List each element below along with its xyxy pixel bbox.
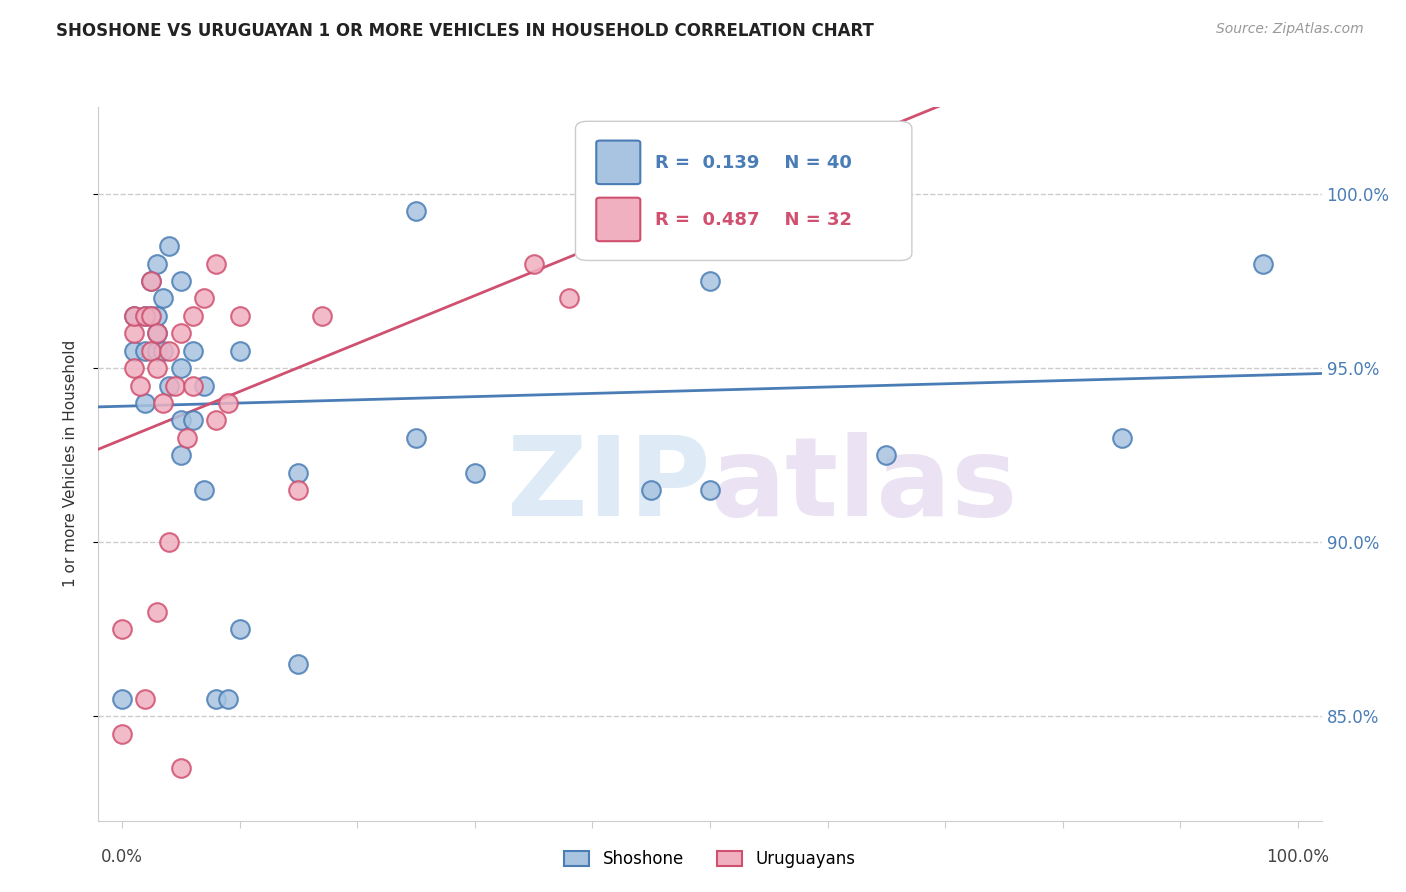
Point [152, 396, 174, 410]
Text: SHOSHONE VS URUGUAYAN 1 OR MORE VEHICLES IN HOUSEHOLD CORRELATION CHART: SHOSHONE VS URUGUAYAN 1 OR MORE VEHICLES… [56, 22, 875, 40]
Point [122, 326, 145, 341]
Point [157, 343, 180, 358]
Point [170, 274, 193, 288]
Point [217, 691, 239, 706]
Point [146, 605, 169, 619]
Point [287, 657, 309, 671]
Point [193, 292, 215, 306]
Point [134, 691, 156, 706]
Point [287, 483, 309, 497]
Point [146, 326, 169, 341]
Point [146, 343, 169, 358]
Point [405, 204, 427, 219]
Point [405, 431, 427, 445]
Point [1111, 431, 1133, 445]
Point [157, 535, 180, 549]
Text: R =  0.487    N = 32: R = 0.487 N = 32 [655, 211, 852, 228]
Point [152, 343, 174, 358]
Point [134, 309, 156, 323]
Text: ZIP: ZIP [506, 432, 710, 539]
Point [141, 309, 163, 323]
Point [111, 691, 134, 706]
Point [193, 378, 215, 392]
Point [170, 361, 193, 376]
Point [181, 343, 204, 358]
Point [205, 257, 228, 271]
Point [523, 257, 546, 271]
Point [111, 726, 134, 740]
Point [111, 622, 134, 636]
Point [640, 483, 662, 497]
Point [157, 239, 180, 253]
Point [228, 622, 250, 636]
Point [181, 378, 204, 392]
FancyBboxPatch shape [596, 141, 640, 184]
Point [134, 343, 156, 358]
Point [128, 378, 150, 392]
Point [152, 292, 174, 306]
Point [1251, 257, 1274, 271]
Text: R =  0.139    N = 40: R = 0.139 N = 40 [655, 153, 852, 171]
Point [205, 413, 228, 427]
Point [163, 378, 186, 392]
Point [181, 309, 204, 323]
Point [558, 292, 581, 306]
Point [122, 343, 145, 358]
Point [170, 413, 193, 427]
FancyBboxPatch shape [575, 121, 912, 260]
Point [205, 691, 228, 706]
Point [228, 309, 250, 323]
Point [146, 309, 169, 323]
Text: 0.0%: 0.0% [101, 848, 143, 866]
Point [287, 466, 309, 480]
Point [193, 483, 215, 497]
Point [176, 431, 198, 445]
Point [134, 396, 156, 410]
Point [122, 309, 145, 323]
Point [146, 326, 169, 341]
Point [875, 448, 897, 462]
Point [141, 343, 163, 358]
Text: 100.0%: 100.0% [1267, 848, 1330, 866]
Point [699, 274, 721, 288]
Point [217, 396, 239, 410]
Point [146, 361, 169, 376]
Point [122, 361, 145, 376]
Point [699, 483, 721, 497]
Point [141, 274, 163, 288]
Point [157, 378, 180, 392]
Point [817, 222, 839, 236]
Point [170, 761, 193, 775]
Point [146, 257, 169, 271]
Y-axis label: 1 or more Vehicles in Household: 1 or more Vehicles in Household [63, 340, 77, 588]
Text: Source: ZipAtlas.com: Source: ZipAtlas.com [1216, 22, 1364, 37]
Text: atlas: atlas [710, 432, 1018, 539]
Point [134, 309, 156, 323]
Point [311, 309, 333, 323]
Point [170, 448, 193, 462]
FancyBboxPatch shape [596, 198, 640, 241]
Point [228, 343, 250, 358]
Point [141, 274, 163, 288]
Point [141, 309, 163, 323]
Legend: Shoshone, Uruguayans: Shoshone, Uruguayans [555, 842, 865, 877]
Point [181, 413, 204, 427]
Point [122, 309, 145, 323]
Point [170, 326, 193, 341]
Point [464, 466, 486, 480]
